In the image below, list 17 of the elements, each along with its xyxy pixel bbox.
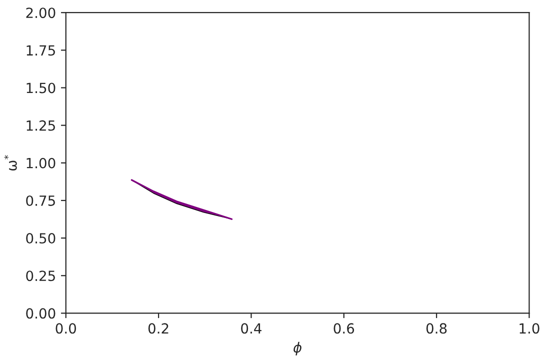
y-tick-label: 1.50 <box>26 82 56 94</box>
y-tick-label: 2.00 <box>26 8 56 18</box>
x-tick-label: 0.6 <box>334 323 354 334</box>
y-tick-label: 0.50 <box>26 233 56 244</box>
x-tick-label: 1.0 <box>520 323 540 334</box>
y-tick-label: 1.75 <box>26 45 55 56</box>
x-axis-title: ϕ <box>294 342 302 356</box>
y-tick-label: 0.75 <box>26 195 55 206</box>
y-tick-label: 1.25 <box>26 120 55 131</box>
y-tick-label: 0.25 <box>26 270 55 282</box>
x-tick-label: 0.2 <box>148 323 168 334</box>
y-axis-title: ω$^{*}$ <box>4 155 17 171</box>
y-tick-label: 1.00 <box>26 158 56 168</box>
x-tick-label: 0.8 <box>426 323 447 334</box>
x-tick-label: 0.0 <box>56 323 76 334</box>
x-tick-label: 0.4 <box>241 323 262 334</box>
y-tick-label: 0.00 <box>26 308 56 319</box>
